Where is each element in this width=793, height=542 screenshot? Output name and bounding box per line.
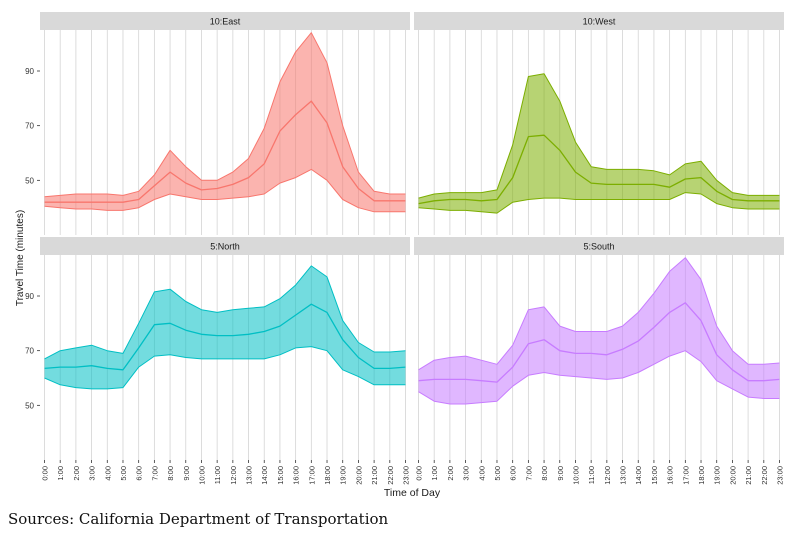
- x-tick-label: 22:00: [386, 466, 395, 485]
- lower-line: [418, 350, 780, 405]
- x-tick-label: 4:00: [477, 466, 486, 481]
- x-tick-label: 0:00: [41, 466, 50, 481]
- lower-line: [44, 168, 406, 213]
- facet-strip: [414, 12, 784, 30]
- x-tick-label: 9:00: [556, 466, 565, 481]
- y-tick-label: 50: [25, 176, 34, 185]
- facet-strip: [40, 237, 410, 255]
- facet-title: 10:West: [583, 17, 616, 27]
- x-tick-label: 21:00: [744, 466, 753, 485]
- x-tick-label: 1:00: [56, 466, 65, 481]
- x-tick-label: 8:00: [166, 466, 175, 481]
- y-tick-label: 90: [25, 292, 34, 301]
- x-axis-title: Time of Day: [384, 487, 441, 499]
- y-tick-label: 50: [25, 401, 34, 410]
- y-tick-label: 70: [25, 122, 34, 131]
- facet-title: 10:East: [210, 17, 241, 27]
- x-tick-label: 12:00: [603, 466, 612, 485]
- x-tick-label: 1:00: [430, 466, 439, 481]
- x-tick-label: 6:00: [135, 466, 144, 481]
- ribbon-band: [44, 32, 406, 212]
- x-tick-label: 12:00: [229, 466, 238, 485]
- x-tick-label: 18:00: [323, 466, 332, 485]
- x-tick-label: 3:00: [88, 466, 97, 481]
- facet-10-east: 10:East 50 70 90: [25, 12, 410, 235]
- x-tick-label: 11:00: [213, 466, 222, 484]
- x-tick-label: 20:00: [728, 466, 737, 485]
- x-tick-label: 23:00: [776, 466, 785, 485]
- median-line: [418, 302, 780, 383]
- x-tick-label: 15:00: [276, 466, 285, 485]
- x-tick-label: 19:00: [339, 466, 348, 485]
- x-tick-label: 20:00: [354, 466, 363, 485]
- x-tick-label: 21:00: [370, 466, 379, 485]
- x-tick-label: 0:00: [415, 466, 424, 481]
- x-tick-label: 11:00: [587, 466, 596, 484]
- x-tick-label: 10:00: [198, 466, 207, 485]
- y-axis-title: Travel Time (minutes): [15, 210, 26, 306]
- x-tick-label: 4:00: [103, 466, 112, 481]
- x-tick-label: 23:00: [402, 466, 411, 485]
- x-tick-label: 3:00: [462, 466, 471, 481]
- upper-line: [418, 257, 780, 371]
- upper-line: [44, 265, 406, 360]
- facet-title: 5:South: [583, 242, 614, 252]
- facet-5-north: 5:North 50 70 90 0:00 1:00 2:00 3:00 4:00 5:00 6:0…: [25, 237, 411, 485]
- x-tick-label: 5:00: [493, 466, 502, 481]
- x-tick-label: 16:00: [666, 466, 675, 485]
- x-tick-label: 15:00: [650, 466, 659, 485]
- ribbon-band: [418, 257, 780, 404]
- x-tick-label: 18:00: [697, 466, 706, 485]
- y-tick-label: 70: [25, 347, 34, 356]
- x-tick-label: 17:00: [681, 466, 690, 485]
- x-tick-label: 7:00: [524, 466, 533, 481]
- x-tick-label: 19:00: [713, 466, 722, 485]
- x-tick-label: 22:00: [760, 466, 769, 485]
- x-tick-label: 2:00: [72, 466, 81, 481]
- lower-line: [44, 346, 406, 390]
- x-tick-label: 13:00: [619, 466, 628, 485]
- x-tick-label: 14:00: [260, 466, 269, 485]
- x-tick-label: 8:00: [540, 466, 549, 481]
- x-tick-label: 13:00: [245, 466, 254, 485]
- median-line: [44, 100, 406, 203]
- facet-strip: [414, 237, 784, 255]
- x-tick-label: 17:00: [307, 466, 316, 485]
- x-tick-label: 6:00: [509, 466, 518, 481]
- x-tick-label: 16:00: [292, 466, 301, 485]
- lower-line: [418, 192, 780, 214]
- y-tick-label: 90: [25, 67, 34, 76]
- median-line: [44, 303, 406, 371]
- x-tick-label: 2:00: [446, 466, 455, 481]
- upper-line: [418, 73, 780, 199]
- x-tick-label: 7:00: [150, 466, 159, 481]
- x-tick-label: 14:00: [634, 466, 643, 485]
- facet-title: 5:North: [210, 242, 240, 252]
- facet-strip: [40, 12, 410, 30]
- facet-5-south: 5:South 0:00 1:00 2:00 3:00 4:00 5:00 6:00 7:00 8…: [414, 237, 785, 485]
- ribbon-band: [44, 265, 406, 389]
- x-tick-label: 5:00: [119, 466, 128, 481]
- x-tick-label: 10:00: [572, 466, 581, 485]
- facet-10-west: 10:West: [414, 12, 784, 235]
- median-line: [418, 134, 780, 205]
- source-note: Sources: California Department of Transp…: [8, 510, 389, 528]
- upper-line: [44, 32, 406, 198]
- x-tick-label: 9:00: [182, 466, 191, 481]
